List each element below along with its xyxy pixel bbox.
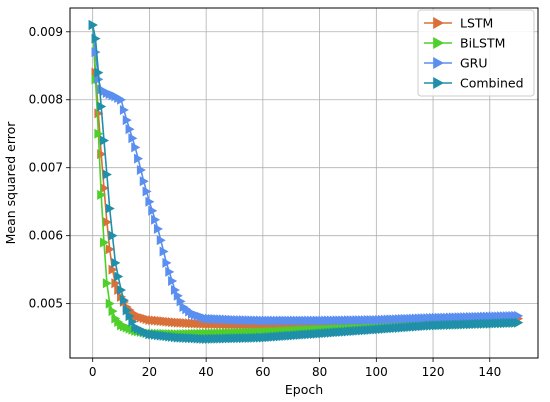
y-axis-label: Mean squared error (3, 121, 18, 245)
data-point (102, 217, 112, 228)
data-point (514, 317, 524, 328)
y-tick-label: 0.009 (29, 25, 63, 39)
data-point (145, 196, 155, 207)
y-tick-label: 0.005 (29, 297, 63, 311)
data-point (119, 295, 129, 306)
data-point (176, 296, 186, 307)
data-point (128, 316, 138, 327)
data-point (91, 33, 101, 44)
x-tick-label: 40 (199, 365, 214, 379)
data-point (102, 278, 112, 289)
legend-label: Combined (460, 76, 524, 91)
data-point (514, 310, 524, 321)
x-tick-label: 120 (422, 365, 445, 379)
data-point (125, 311, 135, 322)
series-layer (88, 19, 524, 344)
ticks: 0 20 40 60 80 100 120 140 0.005 0.006 0.007 0.008 0.… (29, 25, 502, 379)
data-point (125, 124, 135, 135)
x-tick-label: 80 (312, 365, 327, 379)
data-point (122, 115, 132, 126)
data-point (88, 19, 98, 30)
x-tick-label: 20 (142, 365, 157, 379)
data-point (162, 257, 172, 268)
data-point (433, 17, 444, 29)
data-point (111, 278, 121, 289)
data-point (433, 77, 444, 89)
data-point (128, 133, 138, 144)
data-point (102, 169, 112, 180)
data-point (139, 176, 149, 187)
plot-frame (69, 7, 539, 359)
legend-label: GRU (460, 56, 488, 71)
legend-item-lstm: LSTM (424, 16, 493, 31)
data-point (117, 285, 127, 296)
data-point (170, 285, 180, 296)
data-point (134, 153, 144, 164)
x-tick-label: 100 (365, 365, 388, 379)
x-axis-label: Epoch (285, 382, 323, 397)
x-tick-label: 60 (255, 365, 270, 379)
data-point (153, 223, 163, 234)
y-tick-label: 0.008 (29, 93, 63, 107)
data-point (94, 67, 104, 78)
data-point (105, 203, 115, 214)
y-tick-label: 0.007 (29, 161, 63, 175)
data-point (105, 298, 115, 309)
data-point (151, 214, 161, 225)
legend: LSTM BiLSTM GRU Combined (417, 9, 535, 97)
data-point (117, 94, 127, 105)
legend-item-bilstm: BiLSTM (424, 36, 505, 51)
data-point (105, 244, 115, 255)
data-point (136, 164, 146, 175)
data-point (100, 183, 110, 194)
data-point (94, 128, 104, 139)
data-point (173, 290, 183, 301)
legend-label: LSTM (460, 16, 493, 31)
legend-label: BiLSTM (460, 36, 505, 51)
data-point (148, 205, 158, 216)
data-point (159, 246, 169, 257)
legend-item-combined: Combined (424, 76, 524, 91)
y-tick-label: 0.006 (29, 229, 63, 243)
data-point (168, 275, 178, 286)
data-point (97, 189, 107, 200)
data-point (108, 264, 118, 275)
data-point (119, 104, 129, 115)
data-point (433, 37, 444, 49)
series-combined (88, 19, 524, 344)
data-point (165, 266, 175, 277)
data-point (433, 57, 444, 69)
data-point (142, 186, 152, 197)
data-point (111, 257, 121, 268)
legend-box (417, 9, 535, 97)
data-point (100, 237, 110, 248)
data-point (108, 230, 118, 241)
data-point (114, 271, 124, 282)
data-point (122, 305, 132, 316)
x-tick-label: 140 (478, 365, 501, 379)
data-point (108, 306, 118, 317)
data-point (131, 142, 141, 153)
legend-item-gru: GRU (424, 56, 488, 71)
x-tick-label: 0 (89, 365, 97, 379)
data-point (100, 135, 110, 146)
data-point (156, 235, 166, 246)
data-point (97, 101, 107, 112)
